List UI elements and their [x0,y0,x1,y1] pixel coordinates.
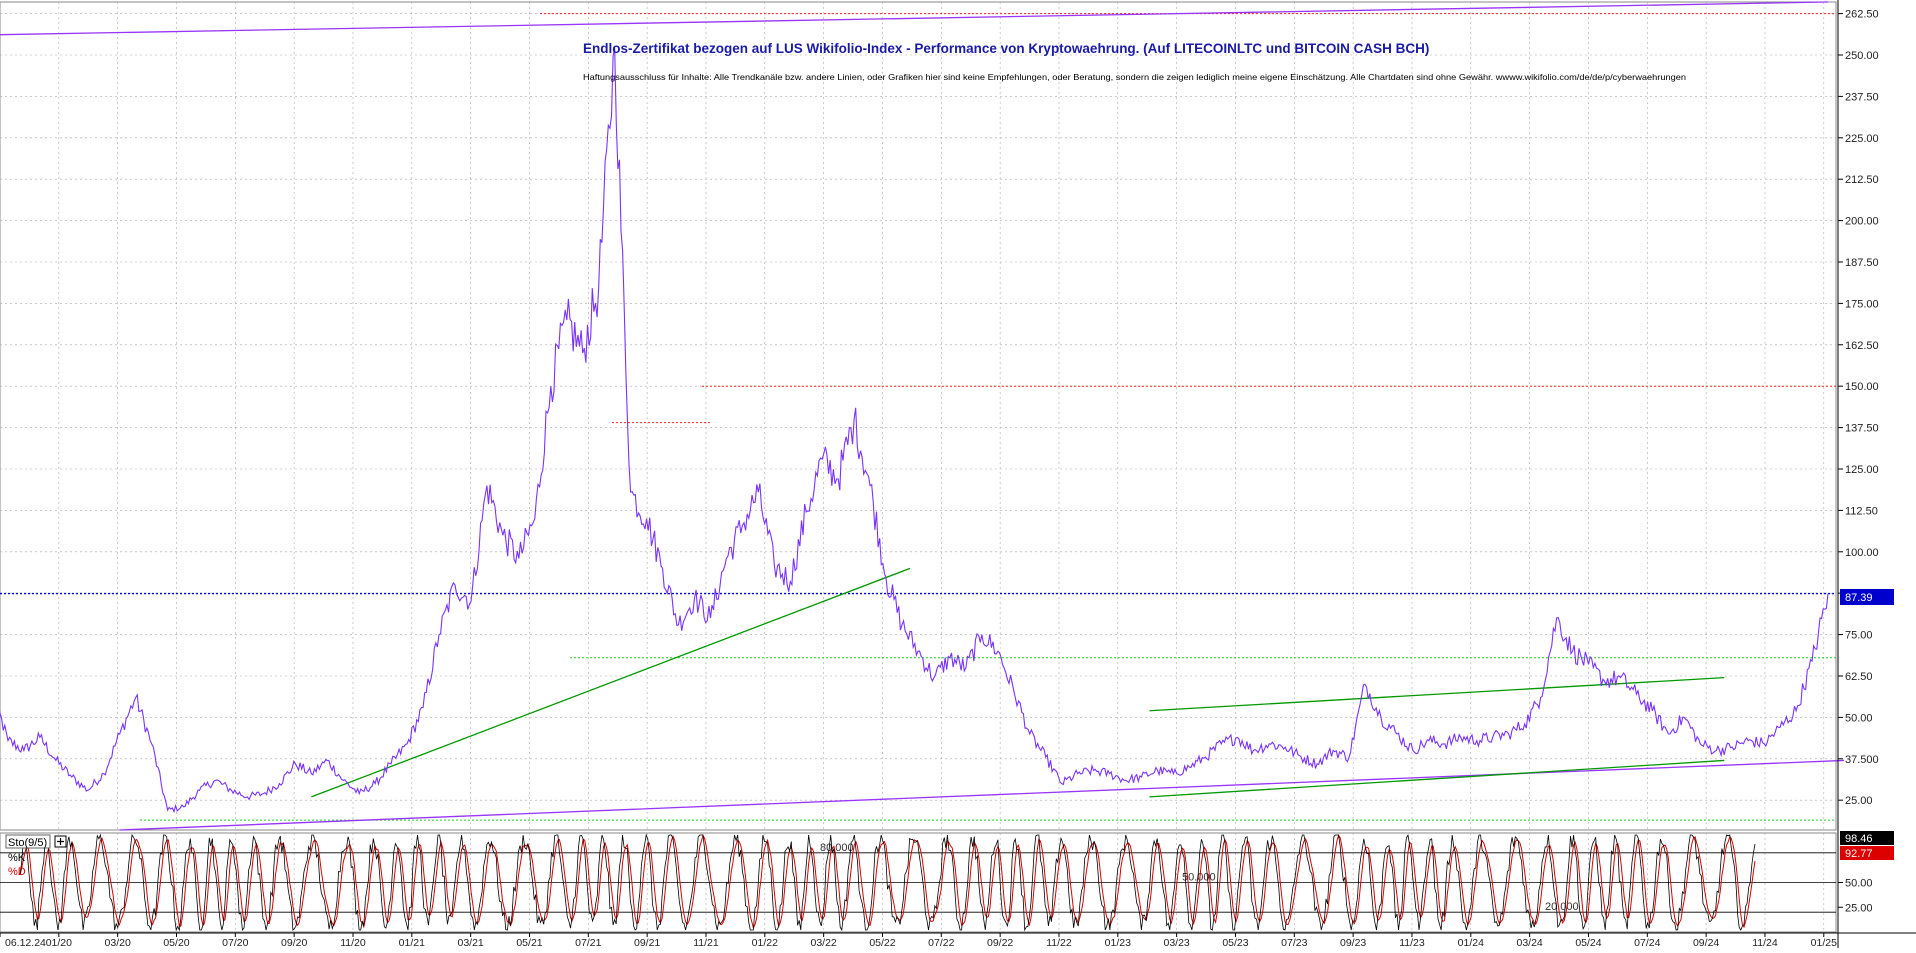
x-tick-label: 09/24 [1693,937,1719,948]
y-tick-label: 125.00 [1845,464,1879,476]
last-k-badge: 98.46 [1840,831,1894,845]
stochastic-header: Sto(9/5) %K %D [5,834,67,878]
x-tick-label: 05/24 [1575,937,1601,948]
chart-title: Endlos-Zertifikat bezogen auf LUS Wikifo… [583,41,1429,56]
trendline [1149,676,1725,712]
y-tick-label: 237.50 [1845,91,1879,103]
y-tick-label: 225.00 [1845,133,1879,145]
y-tick-label: 175.00 [1845,298,1879,310]
main-panel-frame [0,1,1837,831]
legend-k: %K [8,852,26,864]
x-tick-label: 09/23 [1340,937,1366,948]
x-tick-label: 05/23 [1222,937,1248,948]
x-axis: 06.12.24 01/20 03/20 05/20 07/20 09/20 11/20 01… [0,932,1916,949]
x-tick-label: 07/21 [575,937,601,948]
x-tick-label: 05/22 [869,937,895,948]
y-tick-label: 100.00 [1845,547,1879,559]
x-tick-label: 07/23 [1281,937,1307,948]
stochastic-title: Sto(9/5) [8,837,47,849]
main-series [0,48,1829,814]
y-tick-label: 200.00 [1845,216,1879,228]
x-tick-label: 01/21 [399,937,425,948]
trendline [311,567,911,798]
price-series-line [0,48,1829,814]
x-tick-label: 01/23 [1105,937,1131,948]
y-tick-label: 62.50 [1845,671,1873,683]
legend-d: %D [8,866,26,878]
stochastic-level-label: 20.000 [1545,901,1579,913]
plus-icon [57,838,64,845]
y-tick-label: 50.00 [1845,712,1873,724]
x-tick-label: 03/22 [811,937,837,948]
y-tick-label: 37.500 [1845,754,1879,766]
y-tick-label: 137.50 [1845,423,1879,435]
chart-subtitle: Haftungsausschluss für Inhalte: Alle Tre… [583,72,1686,82]
y-tick-label: 25.00 [1845,795,1873,807]
y-tick-label: 150.00 [1845,381,1879,393]
trendline [0,1,1829,36]
last-k-label: 98.46 [1845,833,1873,845]
x-tick-label: 01/22 [752,937,778,948]
x-tick-label: 11/24 [1752,937,1778,948]
x-tick-label: 01/20 [46,937,72,948]
y-tick-label: 212.50 [1845,174,1879,186]
x-tick-label: 11/20 [340,937,366,948]
x-tick-label: 07/22 [928,937,954,948]
x-tick-label: 07/24 [1634,937,1660,948]
last-d-badge: 92.77 [1840,846,1894,860]
x-tick-label: 06.12.24 [5,937,46,948]
last-price-badge: 87.39 [1840,589,1894,605]
y-tick-label: 75.00 [1845,630,1873,642]
x-tick-label: 09/21 [634,937,660,948]
osc-y-tick-label: 25.00 [1845,902,1873,914]
last-d-label: 92.77 [1845,848,1873,860]
y-tick-label: 112.50 [1845,505,1878,517]
stochastic-k-line [19,833,1756,932]
x-tick-label: 03/24 [1516,937,1542,948]
y-tick-label: 187.50 [1845,257,1879,269]
last-price-label: 87.39 [1845,592,1873,604]
y-tick-label: 250.00 [1845,50,1879,62]
x-tick-label: 03/23 [1163,937,1189,948]
stochastic-level-label: 80.000 [820,842,854,854]
x-tick-label: 09/22 [987,937,1013,948]
x-tick-label: 09/20 [281,937,307,948]
x-tick-label: 11/23 [1399,937,1425,948]
y-tick-label: 262.50 [1845,9,1879,21]
y-tick-label: 162.50 [1845,340,1879,352]
x-tick-label: 01/25 [1811,937,1837,948]
main-lines [0,1,1845,831]
x-tick-label: 01/24 [1458,937,1484,948]
osc-y-tick-label: 50.00 [1845,878,1873,890]
trendline [119,759,1845,831]
stochastic-d-line [19,834,1756,930]
x-tick-label: 03/21 [458,937,484,948]
x-tick-label: 07/20 [222,937,248,948]
y-axis: 25.00 37.500 50.00 62.50 75.00 100.00 112.50 12… [1837,0,1879,948]
x-tick-label: 11/22 [1046,937,1072,948]
x-tick-label: 11/21 [693,937,719,948]
x-tick-label: 03/20 [105,937,131,948]
x-tick-label: 05/21 [516,937,542,948]
trendline [1149,759,1725,798]
x-tick-label: 05/20 [163,937,189,948]
